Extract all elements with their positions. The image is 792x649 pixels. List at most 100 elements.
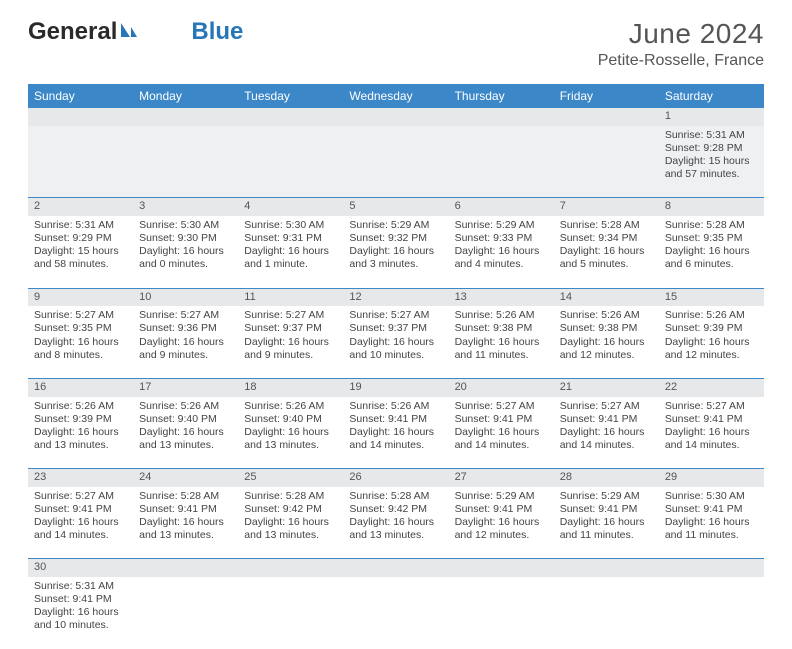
day-number-cell xyxy=(28,108,133,126)
day-cell: Sunrise: 5:27 AMSunset: 9:41 PMDaylight:… xyxy=(554,397,659,469)
sunrise-text: Sunrise: 5:26 AM xyxy=(139,400,232,413)
day-number-cell xyxy=(554,559,659,577)
daylight-text: Daylight: 16 hours and 13 minutes. xyxy=(244,426,337,452)
daylight-text: Daylight: 16 hours and 13 minutes. xyxy=(34,426,127,452)
sunrise-text: Sunrise: 5:28 AM xyxy=(560,219,653,232)
sunrise-text: Sunrise: 5:31 AM xyxy=(665,129,758,142)
empty-cell xyxy=(133,126,238,198)
sunset-text: Sunset: 9:31 PM xyxy=(244,232,337,245)
sunset-text: Sunset: 9:42 PM xyxy=(349,503,442,516)
sunrise-text: Sunrise: 5:29 AM xyxy=(455,219,548,232)
day-number-cell: 25 xyxy=(238,469,343,487)
daylight-text: Daylight: 16 hours and 12 minutes. xyxy=(560,336,653,362)
day-header: Tuesday xyxy=(238,84,343,108)
day-number-cell xyxy=(343,559,448,577)
day-header: Monday xyxy=(133,84,238,108)
day-number-cell: 30 xyxy=(28,559,133,577)
day-cell: Sunrise: 5:29 AMSunset: 9:41 PMDaylight:… xyxy=(449,487,554,559)
day-number-cell: 9 xyxy=(28,288,133,306)
empty-cell xyxy=(554,126,659,198)
day-cell: Sunrise: 5:26 AMSunset: 9:41 PMDaylight:… xyxy=(343,397,448,469)
daylight-text: Daylight: 16 hours and 13 minutes. xyxy=(244,516,337,542)
day-cell: Sunrise: 5:26 AMSunset: 9:40 PMDaylight:… xyxy=(238,397,343,469)
daylight-text: Daylight: 16 hours and 6 minutes. xyxy=(665,245,758,271)
day-number-cell: 6 xyxy=(449,198,554,216)
daylight-text: Daylight: 16 hours and 0 minutes. xyxy=(139,245,232,271)
sunset-text: Sunset: 9:41 PM xyxy=(349,413,442,426)
daylight-text: Daylight: 16 hours and 14 minutes. xyxy=(665,426,758,452)
sunset-text: Sunset: 9:41 PM xyxy=(665,503,758,516)
sunrise-text: Sunrise: 5:28 AM xyxy=(665,219,758,232)
sunset-text: Sunset: 9:39 PM xyxy=(665,322,758,335)
logo-text-2: Blue xyxy=(191,18,243,46)
sunset-text: Sunset: 9:35 PM xyxy=(34,322,127,335)
day-header: Sunday xyxy=(28,84,133,108)
calendar-week-row: Sunrise: 5:31 AMSunset: 9:41 PMDaylight:… xyxy=(28,577,764,649)
sunrise-text: Sunrise: 5:26 AM xyxy=(665,309,758,322)
day-cell: Sunrise: 5:29 AMSunset: 9:41 PMDaylight:… xyxy=(554,487,659,559)
day-number-cell: 22 xyxy=(659,378,764,396)
calendar-table: SundayMondayTuesdayWednesdayThursdayFrid… xyxy=(28,84,764,649)
day-cell: Sunrise: 5:27 AMSunset: 9:41 PMDaylight:… xyxy=(28,487,133,559)
day-number-cell xyxy=(238,559,343,577)
day-cell: Sunrise: 5:27 AMSunset: 9:41 PMDaylight:… xyxy=(449,397,554,469)
sunrise-text: Sunrise: 5:27 AM xyxy=(455,400,548,413)
day-number-cell: 11 xyxy=(238,288,343,306)
day-cell: Sunrise: 5:27 AMSunset: 9:37 PMDaylight:… xyxy=(343,306,448,378)
day-header: Thursday xyxy=(449,84,554,108)
page-header: General Blue June 2024 Petite-Rosselle, … xyxy=(0,0,792,78)
logo: General Blue xyxy=(28,18,243,48)
day-number-cell: 27 xyxy=(449,469,554,487)
empty-cell xyxy=(343,126,448,198)
day-cell: Sunrise: 5:29 AMSunset: 9:33 PMDaylight:… xyxy=(449,216,554,288)
calendar-week-row: Sunrise: 5:26 AMSunset: 9:39 PMDaylight:… xyxy=(28,397,764,469)
sunrise-text: Sunrise: 5:31 AM xyxy=(34,219,127,232)
daylight-text: Daylight: 16 hours and 12 minutes. xyxy=(665,336,758,362)
day-cell: Sunrise: 5:26 AMSunset: 9:38 PMDaylight:… xyxy=(554,306,659,378)
daylight-text: Daylight: 16 hours and 9 minutes. xyxy=(139,336,232,362)
empty-cell xyxy=(28,126,133,198)
day-number-cell: 16 xyxy=(28,378,133,396)
day-cell: Sunrise: 5:26 AMSunset: 9:39 PMDaylight:… xyxy=(659,306,764,378)
sunset-text: Sunset: 9:41 PM xyxy=(455,503,548,516)
day-cell: Sunrise: 5:28 AMSunset: 9:42 PMDaylight:… xyxy=(238,487,343,559)
day-cell: Sunrise: 5:28 AMSunset: 9:41 PMDaylight:… xyxy=(133,487,238,559)
day-number-row: 1 xyxy=(28,108,764,126)
sunset-text: Sunset: 9:30 PM xyxy=(139,232,232,245)
sunset-text: Sunset: 9:39 PM xyxy=(34,413,127,426)
daylight-text: Daylight: 16 hours and 11 minutes. xyxy=(560,516,653,542)
day-number-cell: 13 xyxy=(449,288,554,306)
location-label: Petite-Rosselle, France xyxy=(598,52,764,70)
day-cell: Sunrise: 5:31 AMSunset: 9:28 PMDaylight:… xyxy=(659,126,764,198)
daylight-text: Daylight: 16 hours and 5 minutes. xyxy=(560,245,653,271)
calendar-week-row: Sunrise: 5:31 AMSunset: 9:29 PMDaylight:… xyxy=(28,216,764,288)
day-number-cell xyxy=(133,559,238,577)
sunset-text: Sunset: 9:34 PM xyxy=(560,232,653,245)
calendar-body: 1Sunrise: 5:31 AMSunset: 9:28 PMDaylight… xyxy=(28,108,764,649)
empty-cell xyxy=(238,577,343,649)
day-header: Wednesday xyxy=(343,84,448,108)
sunrise-text: Sunrise: 5:27 AM xyxy=(349,309,442,322)
sunrise-text: Sunrise: 5:31 AM xyxy=(34,580,127,593)
sunrise-text: Sunrise: 5:30 AM xyxy=(139,219,232,232)
sunrise-text: Sunrise: 5:26 AM xyxy=(349,400,442,413)
day-number-cell: 3 xyxy=(133,198,238,216)
sunrise-text: Sunrise: 5:27 AM xyxy=(34,309,127,322)
sunset-text: Sunset: 9:41 PM xyxy=(560,413,653,426)
day-header: Saturday xyxy=(659,84,764,108)
sunrise-text: Sunrise: 5:28 AM xyxy=(349,490,442,503)
day-number-cell xyxy=(659,559,764,577)
day-cell: Sunrise: 5:28 AMSunset: 9:34 PMDaylight:… xyxy=(554,216,659,288)
sunrise-text: Sunrise: 5:27 AM xyxy=(244,309,337,322)
logo-text-1: General xyxy=(28,18,117,46)
day-number-cell: 21 xyxy=(554,378,659,396)
calendar-week-row: Sunrise: 5:27 AMSunset: 9:41 PMDaylight:… xyxy=(28,487,764,559)
day-cell: Sunrise: 5:26 AMSunset: 9:40 PMDaylight:… xyxy=(133,397,238,469)
day-cell: Sunrise: 5:27 AMSunset: 9:36 PMDaylight:… xyxy=(133,306,238,378)
day-number-cell: 15 xyxy=(659,288,764,306)
day-number-cell xyxy=(554,108,659,126)
calendar-week-row: Sunrise: 5:27 AMSunset: 9:35 PMDaylight:… xyxy=(28,306,764,378)
empty-cell xyxy=(449,126,554,198)
day-number-row: 9101112131415 xyxy=(28,288,764,306)
day-number-cell xyxy=(343,108,448,126)
